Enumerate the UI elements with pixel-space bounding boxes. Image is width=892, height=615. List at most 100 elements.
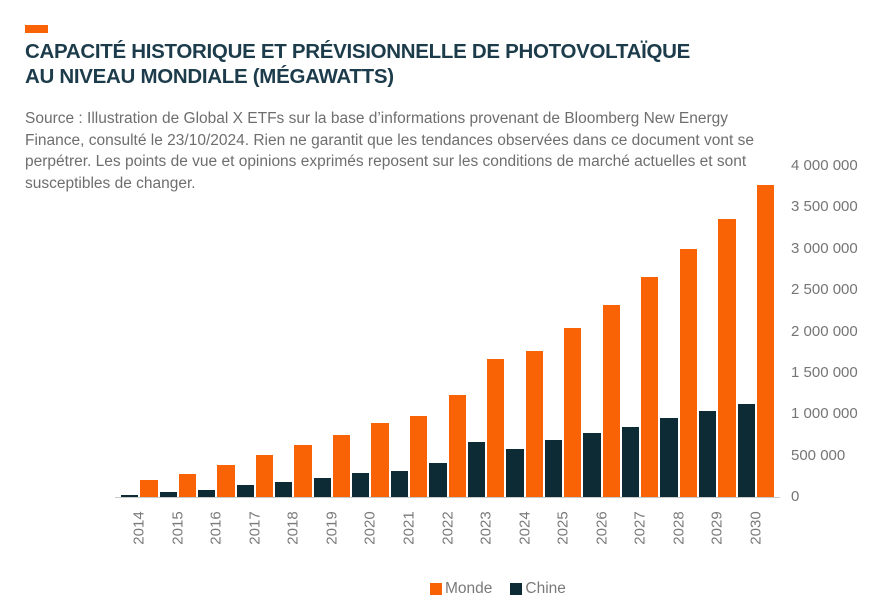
y-tick-label: 500 000	[791, 446, 846, 464]
bar-group-2028	[660, 166, 697, 497]
x-tick-label: 2026	[593, 511, 611, 545]
bar-group-2019	[313, 166, 351, 497]
bar-chine-2018	[275, 482, 293, 497]
chine-swatch-icon	[510, 583, 523, 595]
y-tick-label: 1 500 000	[791, 363, 858, 381]
bars-container	[121, 166, 775, 497]
legend-item-chine: Chine	[510, 580, 566, 598]
bar-group-2030	[737, 166, 775, 497]
bar-group-2025	[544, 166, 582, 497]
bar-monde-2029	[718, 218, 736, 497]
x-tick-label: 2021	[400, 511, 418, 545]
x-tick-2014: 2014	[121, 503, 158, 553]
x-tick-2026: 2026	[583, 503, 620, 553]
plot-area	[115, 166, 780, 498]
x-tick-2016: 2016	[198, 503, 235, 553]
bar-monde-2015	[178, 474, 197, 497]
bar-group-2023	[467, 166, 505, 497]
x-tick-2030: 2030	[738, 503, 775, 553]
bar-monde-2020	[371, 422, 389, 497]
x-tick-label: 2025	[554, 511, 572, 545]
x-tick-2020: 2020	[352, 503, 389, 553]
bar-monde-2023	[487, 359, 505, 497]
x-tick-2022: 2022	[429, 503, 466, 553]
bar-monde-2021	[409, 416, 428, 497]
x-tick-2024: 2024	[506, 503, 543, 553]
bar-chine-2024	[506, 448, 524, 497]
bar-chine-2016	[198, 489, 216, 497]
x-tick-label: 2018	[284, 511, 302, 545]
bar-group-2027	[621, 166, 659, 497]
bar-chine-2029	[698, 411, 717, 497]
bar-monde-2016	[217, 465, 235, 497]
x-tick-label: 2030	[747, 511, 765, 545]
x-tick-2028: 2028	[660, 503, 697, 553]
bar-group-2018	[275, 166, 312, 497]
x-axis: 2014 2015 2016 2017 2018 2019 2020 2021 2022 2023…	[121, 503, 774, 553]
bar-group-2017	[236, 166, 274, 497]
bar-monde-2024	[525, 351, 543, 497]
x-tick-label: 2022	[439, 511, 457, 545]
bar-group-2022	[429, 166, 466, 497]
legend-item-monde: Monde	[430, 580, 492, 598]
bar-group-2021	[390, 166, 428, 497]
x-tick-2025: 2025	[545, 503, 582, 553]
y-tick-label: 2 500 000	[791, 281, 858, 299]
bar-group-2024	[506, 166, 543, 497]
source-note: Source : Illustration de Global X ETFs s…	[25, 110, 754, 192]
y-tick-label: 3 000 000	[791, 239, 858, 257]
bar-chine-2025	[544, 440, 563, 497]
bar-chine-2026	[583, 432, 601, 497]
x-tick-label: 2014	[130, 511, 148, 545]
bar-chine-2022	[429, 462, 447, 497]
y-tick-label: 0	[791, 488, 800, 505]
y-tick-label: 1 000 000	[791, 405, 858, 423]
x-tick-2019: 2019	[314, 503, 351, 553]
bar-chine-2030	[737, 403, 755, 497]
x-tick-label: 2019	[323, 511, 341, 545]
chart-title-line1: CAPACITÉ HISTORIQUE ET PRÉVISIONNELLE DE…	[25, 40, 691, 63]
bar-monde-2019	[332, 434, 351, 497]
x-tick-label: 2024	[516, 511, 534, 545]
bar-monde-2025	[564, 328, 582, 497]
x-tick-2023: 2023	[468, 503, 505, 553]
x-tick-label: 2029	[708, 511, 726, 545]
y-tick-label: 4 000 000	[791, 157, 858, 174]
bar-chine-2014	[121, 494, 139, 497]
legend-label: Chine	[525, 580, 566, 597]
bar-group-2026	[583, 166, 620, 497]
legend-label: Monde	[445, 580, 493, 597]
bar-group-2015	[159, 166, 197, 497]
bar-chine-2023	[467, 442, 486, 497]
x-tick-2017: 2017	[237, 503, 274, 553]
x-tick-2021: 2021	[391, 503, 428, 553]
bar-monde-2014	[140, 480, 158, 497]
x-tick-2027: 2027	[622, 503, 659, 553]
x-tick-label: 2028	[670, 511, 688, 545]
header-accent-dash	[25, 25, 48, 33]
bar-chine-2028	[660, 418, 678, 497]
bar-chine-2021	[390, 470, 408, 497]
x-tick-label: 2017	[246, 511, 264, 545]
legend: Monde Chine	[430, 580, 566, 598]
monde-swatch-icon	[430, 583, 442, 595]
bar-monde-2022	[448, 394, 466, 497]
bar-group-2016	[198, 166, 235, 497]
x-tick-2029: 2029	[699, 503, 736, 553]
bar-group-2020	[352, 166, 389, 497]
x-tick-label: 2016	[207, 511, 225, 545]
bar-monde-2027	[641, 276, 659, 497]
bar-monde-2017	[255, 455, 274, 497]
x-tick-label: 2027	[631, 511, 649, 545]
x-tick-2015: 2015	[160, 503, 197, 553]
x-tick-label: 2015	[169, 511, 187, 545]
x-tick-label: 2023	[477, 511, 495, 545]
chart-title-line2: AU NIVEAU MONDIALE (MÉGAWATTS)	[25, 64, 394, 88]
y-tick-label: 3 500 000	[791, 198, 858, 216]
bar-chine-2027	[621, 427, 640, 497]
x-tick-label: 2020	[361, 511, 379, 545]
bar-chine-2015	[159, 492, 177, 497]
bar-monde-2018	[294, 445, 312, 497]
bar-monde-2026	[602, 304, 620, 497]
